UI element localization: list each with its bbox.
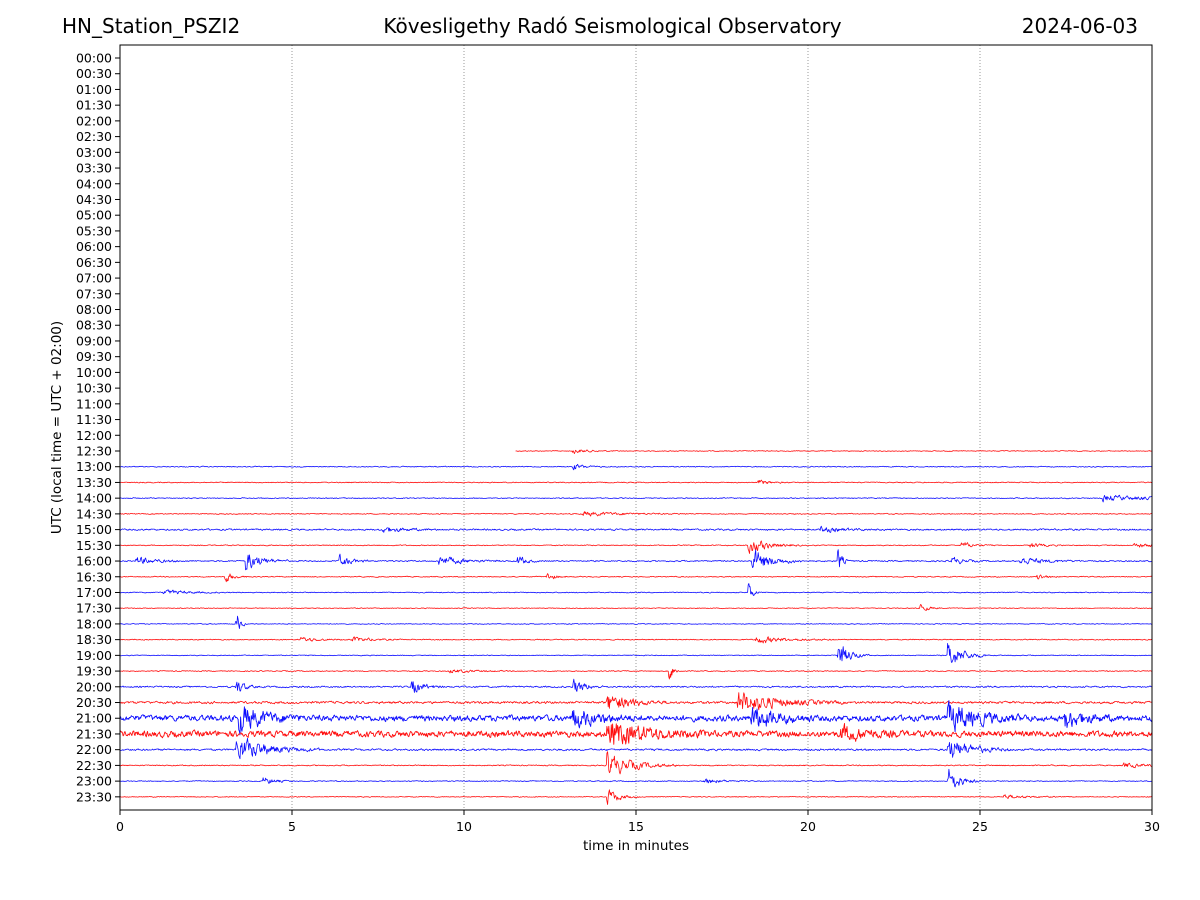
y-tick-label: 13:30 [76,475,112,490]
y-tick-label: 12:30 [76,444,112,459]
trace-2300 [119,768,1152,788]
y-tick-label: 23:30 [76,789,112,804]
y-tick-label: 18:30 [76,632,112,647]
y-tick-label: 10:00 [76,365,112,380]
y-tick-label: 11:00 [76,396,112,411]
y-tick-label: 22:30 [76,758,112,773]
y-tick-label: 00:00 [76,51,112,66]
y-axis-label: UTC (local time = UTC + 02:00) [49,321,65,534]
x-axis-label: time in minutes [583,838,689,854]
y-tick-label: 05:30 [76,223,112,238]
y-tick-label: 06:00 [76,239,112,254]
y-tick-label: 08:30 [76,318,112,333]
y-tick-label: 12:00 [76,428,112,443]
x-tick-label: 5 [288,819,296,834]
trace-1300 [119,463,1153,471]
trace-1430 [119,511,1153,517]
y-tick-label: 11:30 [76,412,112,427]
trace-1600 [119,549,1153,571]
y-tick-label: 05:00 [76,208,112,223]
trace-1900 [119,643,1152,663]
x-tick-label: 10 [456,819,472,834]
chart-title: Kövesligethy Radó Seismological Observat… [383,14,842,38]
trace-1700 [119,583,1153,596]
x-tick-label: 25 [972,819,988,834]
y-tick-label: 18:00 [76,616,112,631]
y-tick-label: 19:00 [76,648,112,663]
x-tick-label: 0 [116,819,124,834]
y-tick-label: 06:30 [76,255,112,270]
y-tick-label: 21:00 [76,711,112,726]
x-tick-label: 15 [628,819,644,834]
trace-2000 [119,678,1153,693]
y-axis: 00:0000:3001:0001:3002:0002:3003:0003:30… [76,51,120,804]
trace-2330 [120,789,1153,805]
trace-1800 [119,615,1152,629]
y-tick-label: 00:30 [76,66,112,81]
x-tick-label: 30 [1144,819,1160,834]
y-tick-label: 15:00 [76,522,112,537]
trace-1230 [515,449,1153,455]
y-tick-label: 04:30 [76,192,112,207]
y-tick-label: 14:30 [76,506,112,521]
trace-2200 [119,737,1153,760]
y-tick-label: 03:30 [76,161,112,176]
y-tick-label: 20:00 [76,679,112,694]
y-tick-label: 13:00 [76,459,112,474]
trace-2030 [119,692,1153,711]
chart-date: 2024-06-03 [1021,14,1138,38]
trace-2100 [119,700,1153,736]
grid-layer [291,45,981,810]
y-tick-label: 08:00 [76,302,112,317]
y-tick-label: 04:00 [76,176,112,191]
y-tick-label: 19:30 [76,664,112,679]
y-tick-label: 07:00 [76,271,112,286]
y-tick-label: 15:30 [76,538,112,553]
y-tick-label: 03:00 [76,145,112,160]
trace-1630 [119,573,1153,583]
y-tick-label: 23:00 [76,774,112,789]
y-tick-label: 21:30 [76,726,112,741]
y-tick-label: 07:30 [76,286,112,301]
station-name: HN_Station_PSZI2 [62,14,241,38]
trace-1730 [119,604,1153,611]
x-axis: 0 5 10 15 20 25 30 [116,810,1160,834]
y-tick-label: 17:00 [76,585,112,600]
trace-1500 [119,525,1153,533]
trace-1830 [119,636,1153,644]
y-tick-label: 14:00 [76,491,112,506]
y-tick-label: 16:30 [76,569,112,584]
trace-1930 [119,668,1153,680]
y-tick-label: 22:00 [76,742,112,757]
y-tick-label: 20:30 [76,695,112,710]
y-tick-label: 10:30 [76,381,112,396]
trace-1400 [119,494,1153,503]
y-tick-label: 09:30 [76,349,112,364]
trace-2230 [119,751,1153,775]
y-tick-label: 02:30 [76,129,112,144]
y-tick-label: 16:00 [76,554,112,569]
trace-1530 [120,540,1153,554]
y-tick-label: 01:00 [76,82,112,97]
trace-1330 [119,479,1153,485]
trace-2130 [119,723,1153,745]
x-tick-label: 20 [800,819,816,834]
trace-layer [119,449,1153,805]
y-tick-label: 01:30 [76,98,112,113]
y-tick-label: 09:00 [76,333,112,348]
y-tick-label: 02:00 [76,113,112,128]
y-tick-label: 17:30 [76,601,112,616]
